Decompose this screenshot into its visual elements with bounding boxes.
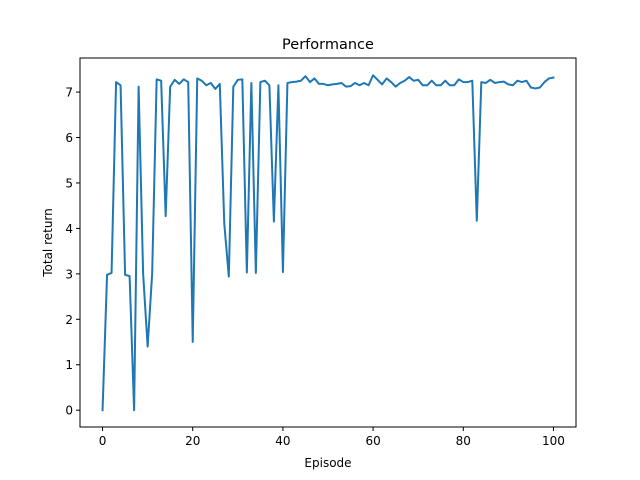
y-tick-label: 5 [65,176,73,190]
y-axis-ticks: 0 1 2 3 4 5 6 7 [65,86,80,418]
x-tick-label: 40 [275,434,290,448]
x-tick-label: 20 [185,434,200,448]
chart-title: Performance [282,37,374,53]
y-tick-label: 0 [65,404,73,418]
y-tick-label: 7 [65,86,73,100]
y-tick-label: 3 [65,267,73,281]
y-tick-label: 1 [65,358,73,372]
plot-frame [79,57,577,428]
series-line [101,74,555,412]
x-axis-label: Episode [304,456,351,470]
y-tick-label: 6 [65,131,73,145]
y-tick-label: 2 [65,313,73,327]
x-tick-label: 60 [365,434,380,448]
x-tick-label: 100 [542,434,565,448]
x-tick-label: 0 [99,434,107,448]
y-tick-label: 4 [65,222,73,236]
x-axis-ticks: 0 20 40 60 80 100 [99,427,565,448]
y-axis-label: Total return [41,208,55,278]
x-tick-label: 80 [456,434,471,448]
